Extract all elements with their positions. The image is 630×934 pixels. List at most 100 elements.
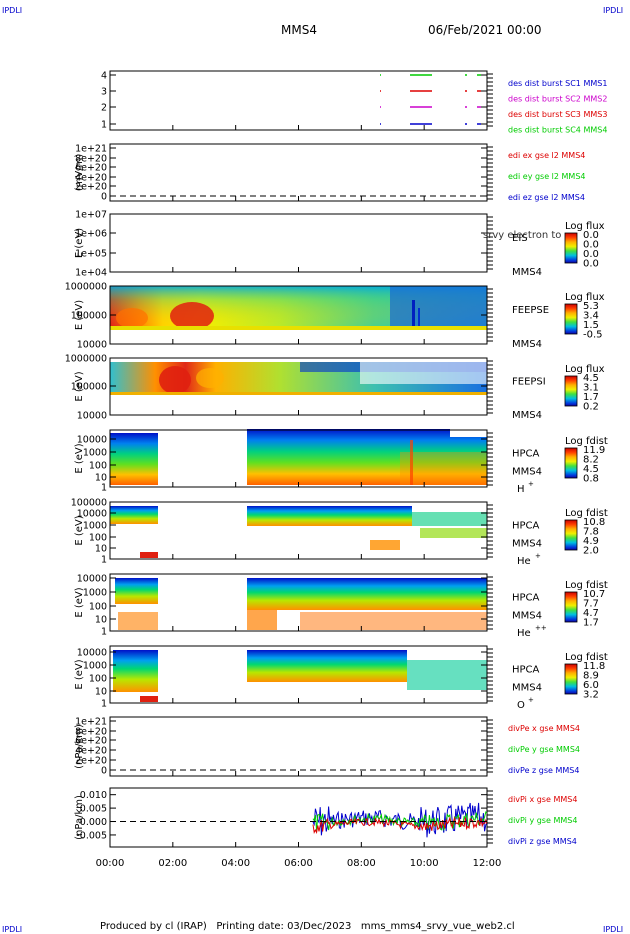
species-label-hpca_h: H (517, 484, 525, 495)
instrument-label-feeps_i: FEEPSI (512, 377, 546, 388)
species-charge-hpca_hepp: ++ (535, 624, 547, 632)
ytick-label-hpca_he-0: 100000 (71, 498, 107, 509)
ytick-label-hpca_o-1: 1000 (83, 661, 107, 672)
ylabel-feeps_e: E (eV) (74, 300, 85, 330)
overlay-label-eis: srvy electron to (483, 230, 561, 241)
colorbar-tick-hpca_hepp-1: 7.7 (583, 599, 599, 610)
ytick-label-edi-3: 4e+20 (75, 173, 107, 184)
hpca-hepp-spectrogram (115, 578, 487, 630)
colorbar-feeps_i (564, 375, 578, 407)
ytick-label-feeps_i-2: 10000 (77, 411, 107, 422)
ylabel-hpca_he: E (eV) (74, 515, 85, 545)
ytick-label-burst-1: 3 (101, 87, 107, 98)
ytick-label-edi-5: 0 (101, 192, 107, 203)
divpi-y-trace (312, 811, 487, 832)
ytick-label-hpca_he-4: 10 (95, 544, 107, 555)
colorbar-tick-eis-0: 0.0 (583, 230, 599, 241)
ylabel-hpca_h: E (eV) (74, 443, 85, 473)
instrument-label-hpca_o: HPCA (512, 665, 540, 676)
ytick-label-hpca_h-2: 100 (89, 461, 107, 472)
colorbar-title-hpca_he: Log fdist (565, 508, 608, 519)
ytick-label-hpca_h-3: 10 (95, 473, 107, 484)
ytick-label-edi-2: 6e+20 (75, 163, 107, 174)
instrument-label-hpca_h: HPCA (512, 449, 540, 460)
species-charge-hpca_he: + (535, 552, 541, 560)
page-date: 06/Feb/2021 00:00 (428, 23, 542, 37)
colorbar-tick-hpca_o-2: 6.0 (583, 680, 599, 691)
colorbar-tick-feeps_e-0: 5.3 (583, 301, 599, 312)
legend-burst-1: des dist burst SC2 MMS2 (508, 95, 607, 104)
hpca-he-spectrogram (110, 506, 487, 558)
spacecraft-label-hpca_he: MMS4 (512, 539, 542, 550)
ytick-label-feeps_e-0: 1000000 (65, 282, 107, 293)
species-charge-hpca_o: + (528, 696, 534, 704)
burst-marks (380, 74, 481, 125)
ylabel-feeps_i: E (eV) (74, 371, 85, 401)
ytick-label-divpe-2: 6e+20 (75, 736, 107, 747)
colorbar-title-feeps_i: Log flux (565, 364, 605, 375)
ytick-label-hpca_hepp-2: 100 (89, 602, 107, 613)
ytick-label-edi-4: 2e+20 (75, 182, 107, 193)
colorbar-tick-feeps_e-1: 3.4 (583, 311, 599, 322)
ylabel-hpca_o: E (eV) (74, 659, 85, 689)
ytick-label-eis-1: 1e+06 (75, 229, 107, 240)
colorbar-tick-hpca_h-3: 0.8 (583, 474, 599, 485)
divpi-z-trace (312, 802, 487, 838)
xtick-label-0: 00:00 (96, 858, 125, 869)
colorbar-tick-feeps_e-3: -0.5 (583, 330, 603, 341)
legend-burst-0: des dist burst SC1 MMS1 (508, 79, 607, 88)
colorbar-tick-hpca_h-0: 11.9 (583, 445, 605, 456)
colorbar-tick-feeps_i-1: 3.1 (583, 383, 599, 394)
colorbar-tick-feeps_i-0: 4.5 (583, 373, 599, 384)
colorbar-hpca_o (564, 663, 578, 695)
ytick-label-feeps_e-2: 10000 (77, 340, 107, 351)
ytick-label-divpe-3: 4e+20 (75, 746, 107, 757)
colorbar-tick-hpca_he-1: 7.8 (583, 527, 599, 538)
ylabel-edi: (mV/m) (74, 154, 85, 192)
xtick-label-1: 02:00 (158, 858, 187, 869)
feeps-ion-spectrogram (110, 362, 487, 395)
ytick-label-divpe-1: 8e+20 (75, 727, 107, 738)
colorbar-tick-hpca_he-3: 2.0 (583, 546, 599, 557)
ytick-label-divpi-1: 0.005 (80, 804, 107, 815)
colorbar-tick-eis-2: 0.0 (583, 249, 599, 260)
colorbar-tick-hpca_h-2: 4.5 (583, 464, 599, 475)
ytick-label-hpca_o-4: 1 (101, 699, 107, 710)
instrument-label-feeps_e: FEEPSE (512, 305, 549, 316)
colorbar-tick-eis-1: 0.0 (583, 240, 599, 251)
instrument-label-hpca_he: HPCA (512, 521, 540, 532)
dynamic-layer: 4 3 2 1 des dist burst SC1 MMS1 des dist burs… (65, 71, 608, 870)
spacecraft-label-eis: MMS4 (512, 267, 542, 278)
ytick-label-hpca_he-5: 1 (101, 555, 107, 566)
legend-edi-2: edi ez gse l2 MMS4 (508, 193, 585, 202)
ytick-label-eis-0: 1e+07 (75, 210, 107, 221)
ytick-label-divpi-3: -0.005 (76, 830, 107, 841)
colorbar-eis (564, 232, 578, 264)
ytick-label-burst-2: 2 (101, 103, 107, 114)
colorbar-tick-hpca_he-2: 4.9 (583, 536, 599, 547)
panel-frame-edi (109, 143, 488, 202)
legend-burst-2: des dist burst SC3 MMS3 (508, 110, 607, 119)
colorbar-tick-hpca_h-1: 8.2 (583, 455, 599, 466)
instrument-label-eis: EIS (512, 233, 528, 244)
ytick-label-edi-1: 8e+20 (75, 154, 107, 165)
colorbar-tick-hpca_he-0: 10.8 (583, 517, 605, 528)
spacecraft-label-hpca_hepp: MMS4 (512, 611, 542, 622)
legend-edi-0: edi ex gse l2 MMS4 (508, 151, 585, 160)
species-label-hpca_o: O (517, 700, 525, 711)
panel-frame-eis (109, 213, 488, 273)
footer-credit: Produced by cl (IRAP) Printing date: 03/… (100, 921, 515, 932)
colorbar-tick-feeps_i-2: 1.7 (583, 392, 599, 403)
colorbar-hpca_h (564, 447, 578, 479)
legend-divpe-2: divPe z gse MMS4 (508, 766, 579, 775)
colorbar-title-eis: Log flux (565, 221, 605, 232)
xtick-label-5: 10:00 (410, 858, 439, 869)
legend-divpi-2: divPi z gse MMS4 (508, 837, 577, 846)
ytick-label-eis-2: 1e+05 (75, 249, 107, 260)
ytick-label-feeps_i-0: 1000000 (65, 354, 107, 365)
ytick-label-divpe-0: 1e+21 (75, 717, 107, 728)
colorbar-title-feeps_e: Log flux (565, 292, 605, 303)
instrument-label-hpca_hepp: HPCA (512, 593, 540, 604)
ytick-label-burst-3: 1 (101, 120, 107, 131)
